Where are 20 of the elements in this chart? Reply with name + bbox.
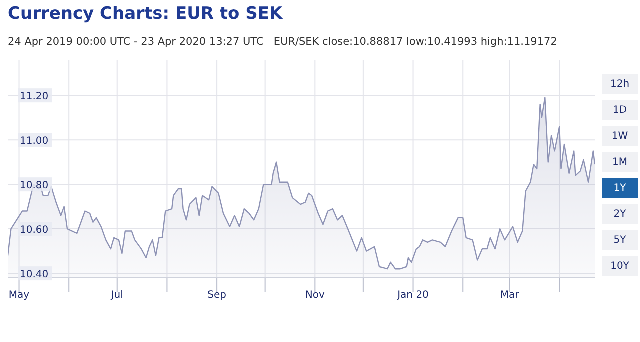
text: 2Y [602, 204, 638, 224]
text: 10Y [602, 256, 638, 276]
x-tick-label: May [8, 290, 30, 301]
x-tick-label: Sep [208, 290, 226, 301]
text: 1Y [602, 178, 638, 198]
chart-title: Currency Charts: EUR to SEK [8, 4, 283, 24]
y-tick-label: 11.00 [20, 136, 49, 148]
text: 1W [602, 126, 638, 146]
chart-subtitle: 24 Apr 2019 00:00 UTC - 23 Apr 2020 13:27 UTC EUR/SEK close:10.88817 low:10.41993 high:11.19172 [8, 36, 558, 48]
x-tick-label: Mar [500, 290, 520, 301]
y-tick-label: 10.60 [20, 225, 49, 236]
y-tick-label: 11.20 [20, 92, 49, 103]
text: 5Y [602, 230, 638, 250]
x-tick-label: Nov [305, 290, 326, 301]
x-tick-label: Jan 20 [396, 290, 429, 301]
text: 12h [602, 74, 638, 94]
text: 1M [602, 152, 638, 172]
y-tick-label: 10.40 [20, 270, 49, 281]
x-tick-label: Jul [110, 290, 124, 301]
text: 1D [602, 100, 638, 120]
